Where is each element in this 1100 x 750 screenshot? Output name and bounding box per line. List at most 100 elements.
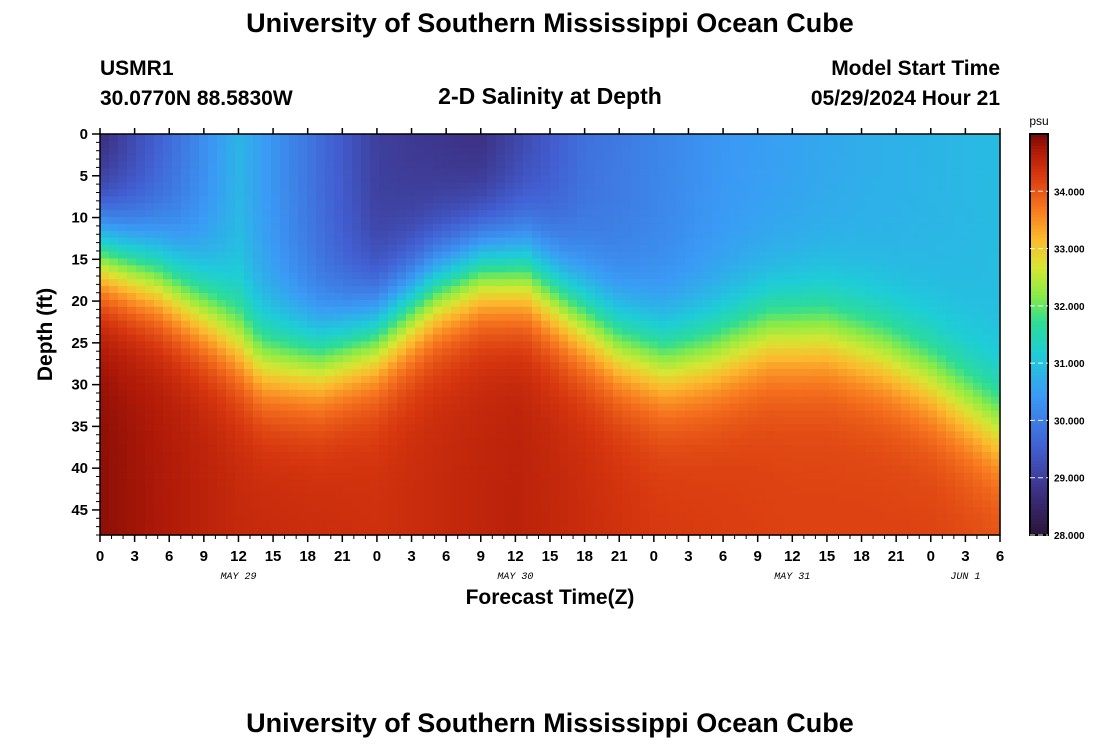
heatmap-cell bbox=[397, 528, 407, 536]
heatmap-cell bbox=[613, 182, 623, 190]
heatmap-cell bbox=[685, 514, 695, 522]
heatmap-cell bbox=[352, 210, 362, 218]
heatmap-cell bbox=[622, 438, 632, 446]
heatmap-cell bbox=[658, 196, 668, 204]
heatmap-cell bbox=[262, 465, 272, 474]
heatmap-cell bbox=[622, 362, 632, 370]
heatmap-cell bbox=[730, 313, 740, 322]
heatmap-cell bbox=[154, 244, 164, 253]
heatmap-cell bbox=[442, 313, 452, 322]
heatmap-cell bbox=[226, 251, 236, 260]
heatmap-cell bbox=[397, 375, 407, 384]
heatmap-cell bbox=[577, 140, 587, 149]
heatmap-cell bbox=[712, 279, 722, 287]
heatmap-cell bbox=[667, 486, 677, 495]
heatmap-cell bbox=[451, 507, 461, 515]
heatmap-cell bbox=[352, 369, 362, 377]
heatmap-cell bbox=[163, 161, 173, 170]
heatmap-cell bbox=[298, 203, 308, 211]
heatmap-cell bbox=[298, 417, 308, 425]
heatmap-cell bbox=[856, 306, 866, 315]
heatmap-cell bbox=[298, 410, 308, 419]
heatmap-cell bbox=[550, 216, 560, 225]
heatmap-cell bbox=[406, 465, 416, 474]
heatmap-cell bbox=[541, 389, 551, 398]
heatmap-cell bbox=[298, 154, 308, 163]
heatmap-cell bbox=[856, 348, 866, 356]
heatmap-cell bbox=[667, 403, 677, 412]
heatmap-cell bbox=[703, 299, 713, 308]
heatmap-cell bbox=[838, 293, 848, 301]
heatmap-cell bbox=[379, 237, 389, 246]
heatmap-cell bbox=[469, 348, 479, 356]
heatmap-cell bbox=[136, 341, 146, 349]
heatmap-cell bbox=[325, 500, 335, 508]
heatmap-cell bbox=[694, 320, 704, 329]
heatmap-cell bbox=[559, 417, 569, 425]
heatmap-cell bbox=[649, 445, 659, 453]
heatmap-cell bbox=[658, 203, 668, 211]
heatmap-cell bbox=[361, 431, 371, 439]
heatmap-cell bbox=[604, 348, 614, 356]
heatmap-cell bbox=[424, 286, 434, 294]
heatmap-cell bbox=[163, 279, 173, 287]
heatmap-cell bbox=[379, 244, 389, 253]
heatmap-cell bbox=[829, 279, 839, 287]
heatmap-cell bbox=[109, 341, 119, 349]
heatmap-cell bbox=[676, 465, 686, 474]
heatmap-cell bbox=[856, 341, 866, 349]
heatmap-cell bbox=[190, 514, 200, 522]
heatmap-cell bbox=[631, 223, 641, 232]
heatmap-cell bbox=[406, 272, 416, 280]
heatmap-cell bbox=[388, 175, 398, 183]
heatmap-cell bbox=[775, 389, 785, 398]
heatmap-cell bbox=[739, 244, 749, 253]
heatmap-cell bbox=[316, 299, 326, 308]
heatmap-cell bbox=[352, 251, 362, 260]
heatmap-cell bbox=[838, 458, 848, 467]
heatmap-cell bbox=[460, 154, 470, 163]
heatmap-cell bbox=[442, 265, 452, 273]
heatmap-cell bbox=[469, 327, 479, 336]
heatmap-cell bbox=[802, 306, 812, 315]
heatmap-cell bbox=[370, 403, 380, 412]
heatmap-cell bbox=[163, 272, 173, 280]
heatmap-cell bbox=[640, 306, 650, 315]
heatmap-cell bbox=[406, 514, 416, 522]
heatmap-cell bbox=[667, 348, 677, 356]
heatmap-cell bbox=[325, 417, 335, 425]
heatmap-cell bbox=[433, 230, 443, 239]
heatmap-cell bbox=[793, 507, 803, 515]
heatmap-cell bbox=[658, 375, 668, 384]
heatmap-cell bbox=[703, 417, 713, 425]
heatmap-cell bbox=[757, 382, 767, 391]
heatmap-cell bbox=[739, 175, 749, 183]
heatmap-cell bbox=[685, 528, 695, 536]
heatmap-cell bbox=[199, 389, 209, 398]
heatmap-cell bbox=[514, 452, 524, 460]
heatmap-cell bbox=[784, 203, 794, 211]
heatmap-cell bbox=[757, 465, 767, 474]
heatmap-cell bbox=[136, 320, 146, 329]
heatmap-cell bbox=[226, 244, 236, 253]
heatmap-cell bbox=[442, 479, 452, 488]
heatmap-cell bbox=[514, 327, 524, 336]
heatmap-cell bbox=[388, 493, 398, 502]
heatmap-cell bbox=[244, 341, 254, 349]
heatmap-cell bbox=[370, 528, 380, 536]
heatmap-cell bbox=[280, 472, 290, 481]
heatmap-cell bbox=[865, 244, 875, 253]
heatmap-cell bbox=[523, 210, 533, 218]
heatmap-cell bbox=[577, 355, 587, 363]
heatmap-cell bbox=[541, 334, 551, 343]
heatmap-cell bbox=[793, 403, 803, 412]
heatmap-cell bbox=[469, 375, 479, 384]
heatmap-cell bbox=[784, 334, 794, 343]
heatmap-cell bbox=[784, 465, 794, 474]
heatmap-cell bbox=[739, 438, 749, 446]
heatmap-cell bbox=[460, 223, 470, 232]
heatmap-cell bbox=[802, 452, 812, 460]
heatmap-cell bbox=[397, 521, 407, 529]
heatmap-cell bbox=[856, 493, 866, 502]
